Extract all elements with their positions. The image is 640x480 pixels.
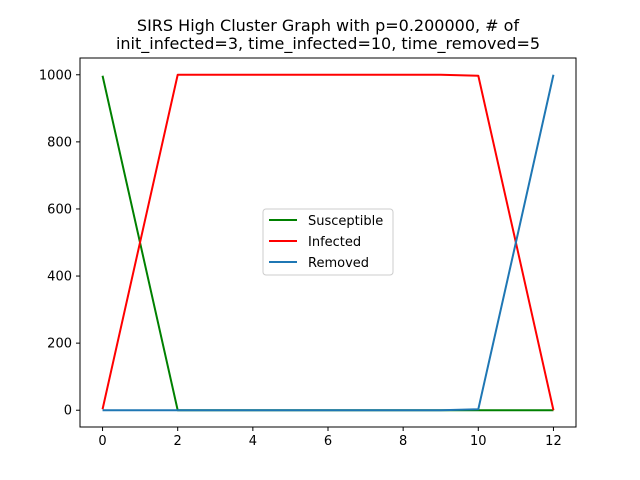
x-tick-label: 6 — [324, 434, 332, 449]
series-line-infected — [101, 73, 555, 411]
y-axis: 0 200 400 600 800 1000 — [39, 68, 80, 419]
chart-title-line-1: SIRS High Cluster Graph with p=0.200000,… — [137, 16, 520, 35]
x-tick-label: 10 — [470, 434, 487, 449]
series-line-removed — [102, 74, 555, 412]
y-tick-label: 1000 — [39, 68, 72, 83]
x-tick-label: 2 — [174, 434, 182, 449]
chart-title-line-2: init_infected=3, time_infected=10, time_… — [116, 34, 540, 54]
plot-lines — [101, 73, 555, 412]
x-tick-label: 0 — [98, 434, 106, 449]
y-tick-label: 400 — [47, 270, 72, 285]
x-axis: 0 2 4 6 8 10 12 — [98, 427, 562, 449]
legend-label-removed: Removed — [308, 256, 369, 271]
y-tick-label: 200 — [47, 337, 72, 352]
legend: Susceptible Infected Removed — [262, 208, 394, 276]
legend-box — [262, 208, 394, 276]
legend-label-susceptible: Susceptible — [308, 214, 383, 229]
y-tick-label: 600 — [47, 202, 72, 217]
legend-label-infected: Infected — [308, 235, 361, 250]
x-tick-label: 4 — [249, 434, 257, 449]
x-tick-label: 12 — [545, 434, 562, 449]
x-tick-label: 8 — [399, 434, 407, 449]
y-tick-label: 800 — [47, 135, 72, 150]
y-tick-label: 0 — [64, 404, 72, 419]
